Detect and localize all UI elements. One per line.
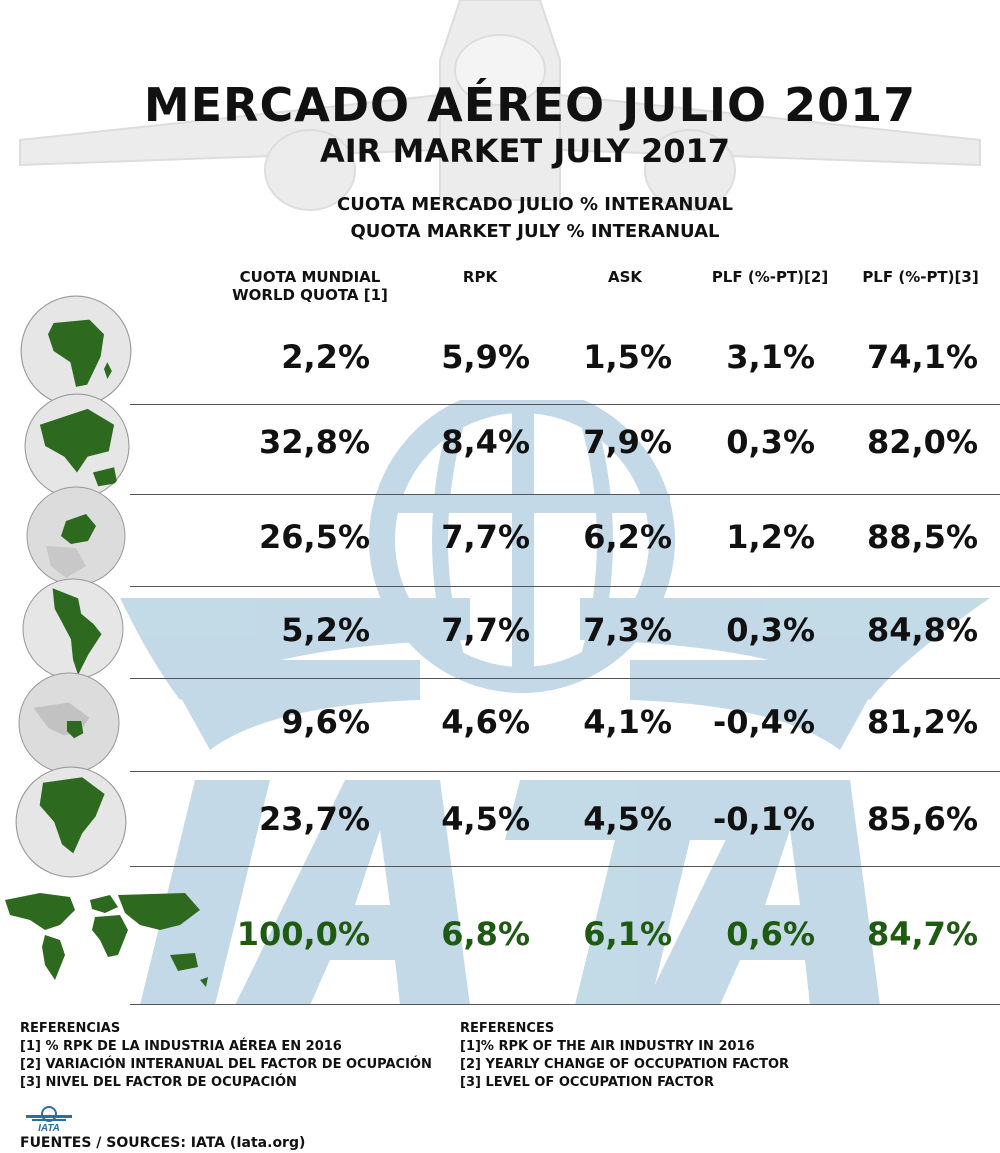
cell-europe-ask: 6,2% (583, 518, 672, 556)
row-divider (130, 866, 1000, 867)
reference-item: [3] LEVEL OF OCCUPATION FACTOR (460, 1075, 714, 1090)
europe-globe-icon (26, 486, 126, 586)
cell-north-america-rpk: 4,5% (441, 800, 530, 838)
iata-watermark (120, 400, 990, 1005)
cell-latin-america-rpk: 7,7% (441, 611, 530, 649)
reference-item: [3] NIVEL DEL FACTOR DE OCUPACIÓN (20, 1075, 297, 1090)
africa-globe-icon (20, 295, 132, 407)
cell-world-ask: 6,1% (583, 915, 672, 953)
reference-item: [2] VARIACIÓN INTERANUAL DEL FACTOR DE O… (20, 1057, 432, 1072)
cell-africa-quota: 2,2% (281, 338, 370, 376)
airplane-background (19, 0, 981, 211)
reference-item: [2] YEARLY CHANGE OF OCCUPATION FACTOR (460, 1057, 790, 1072)
col-header-rpk: RPK (462, 268, 498, 286)
cell-latin-america-plf-change: 0,3% (726, 611, 815, 649)
col-header-quota-en: WORLD QUOTA [1] (232, 286, 388, 304)
col-header-quota-es: CUOTA MUNDIAL (239, 268, 381, 286)
cell-middle-east-plf-level: 81,2% (866, 703, 978, 741)
row-divider (130, 404, 1000, 405)
page-title: MERCADO AÉREO JULIO 2017 (143, 78, 917, 132)
cell-europe-plf-change: 1,2% (726, 518, 815, 556)
references-en: REFERENCES [1]% RPK OF THE AIR INDUSTRY … (460, 1020, 789, 1092)
row-divider (130, 586, 1000, 587)
col-header-plf-change: PLF (%-PT)[2] (711, 268, 829, 286)
reference-item: [1]% RPK OF THE AIR INDUSTRY IN 2016 (460, 1039, 755, 1054)
cell-north-america-plf-change: -0,1% (712, 800, 815, 838)
cell-latin-america-ask: 7,3% (583, 611, 672, 649)
references-es: REFERENCIAS [1] % RPK DE LA INDUSTRIA AÉ… (20, 1020, 432, 1092)
world-map-icon (5, 893, 208, 987)
cell-asia-pacific-quota: 32,8% (258, 423, 370, 461)
reference-item: [1] % RPK DE LA INDUSTRIA AÉREA EN 2016 (20, 1039, 342, 1054)
cell-north-america-ask: 4,5% (583, 800, 672, 838)
cell-africa-rpk: 5,9% (441, 338, 530, 376)
cell-world-rpk: 6,8% (441, 915, 530, 953)
sources-line: FUENTES / SOURCES: IATA (Iata.org) (20, 1135, 306, 1151)
col-header-quota: CUOTA MUNDIAL WORLD QUOTA [1] (220, 268, 400, 304)
row-divider (130, 494, 1000, 495)
references-es-heading: REFERENCIAS (20, 1021, 121, 1036)
cell-latin-america-plf-level: 84,8% (866, 611, 978, 649)
cell-europe-quota: 26,5% (258, 518, 370, 556)
iata-logo-icon: IATA (26, 1106, 72, 1132)
cell-world-quota: 100,0% (236, 915, 370, 953)
cell-africa-plf-level: 74,1% (866, 338, 978, 376)
col-header-ask: ASK (607, 268, 643, 286)
cell-asia-pacific-plf-level: 82,0% (866, 423, 978, 461)
cell-asia-pacific-plf-change: 0,3% (726, 423, 815, 461)
cell-world-plf-level: 84,7% (866, 915, 978, 953)
cell-middle-east-plf-change: -0,4% (712, 703, 815, 741)
cell-north-america-plf-level: 85,6% (866, 800, 978, 838)
cell-north-america-quota: 23,7% (258, 800, 370, 838)
latin-america-globe-icon (22, 578, 124, 680)
cell-asia-pacific-ask: 7,9% (583, 423, 672, 461)
caption-es: CUOTA MERCADO JULIO % INTERANUAL (337, 194, 733, 215)
middle-east-globe-icon (18, 672, 120, 774)
iata-logo-text: IATA (38, 1123, 60, 1132)
cell-europe-rpk: 7,7% (441, 518, 530, 556)
cell-world-plf-change: 0,6% (726, 915, 815, 953)
row-divider (130, 771, 1000, 772)
row-divider (130, 1004, 1000, 1005)
cell-middle-east-rpk: 4,6% (441, 703, 530, 741)
caption-en: QUOTA MARKET JULY % INTERANUAL (350, 221, 720, 242)
cell-africa-ask: 1,5% (583, 338, 672, 376)
cell-middle-east-ask: 4,1% (583, 703, 672, 741)
cell-europe-plf-level: 88,5% (866, 518, 978, 556)
asia-pacific-globe-icon (24, 393, 130, 499)
cell-middle-east-quota: 9,6% (281, 703, 370, 741)
cell-latin-america-quota: 5,2% (281, 611, 370, 649)
north-america-globe-icon (15, 766, 127, 878)
col-header-plf-level: PLF (%-PT)[3] (862, 268, 979, 286)
references-en-heading: REFERENCES (460, 1021, 555, 1036)
row-divider (130, 678, 1000, 679)
cell-asia-pacific-rpk: 8,4% (441, 423, 530, 461)
cell-africa-plf-change: 3,1% (726, 338, 815, 376)
page-subtitle: AIR MARKET JULY 2017 (320, 132, 730, 170)
